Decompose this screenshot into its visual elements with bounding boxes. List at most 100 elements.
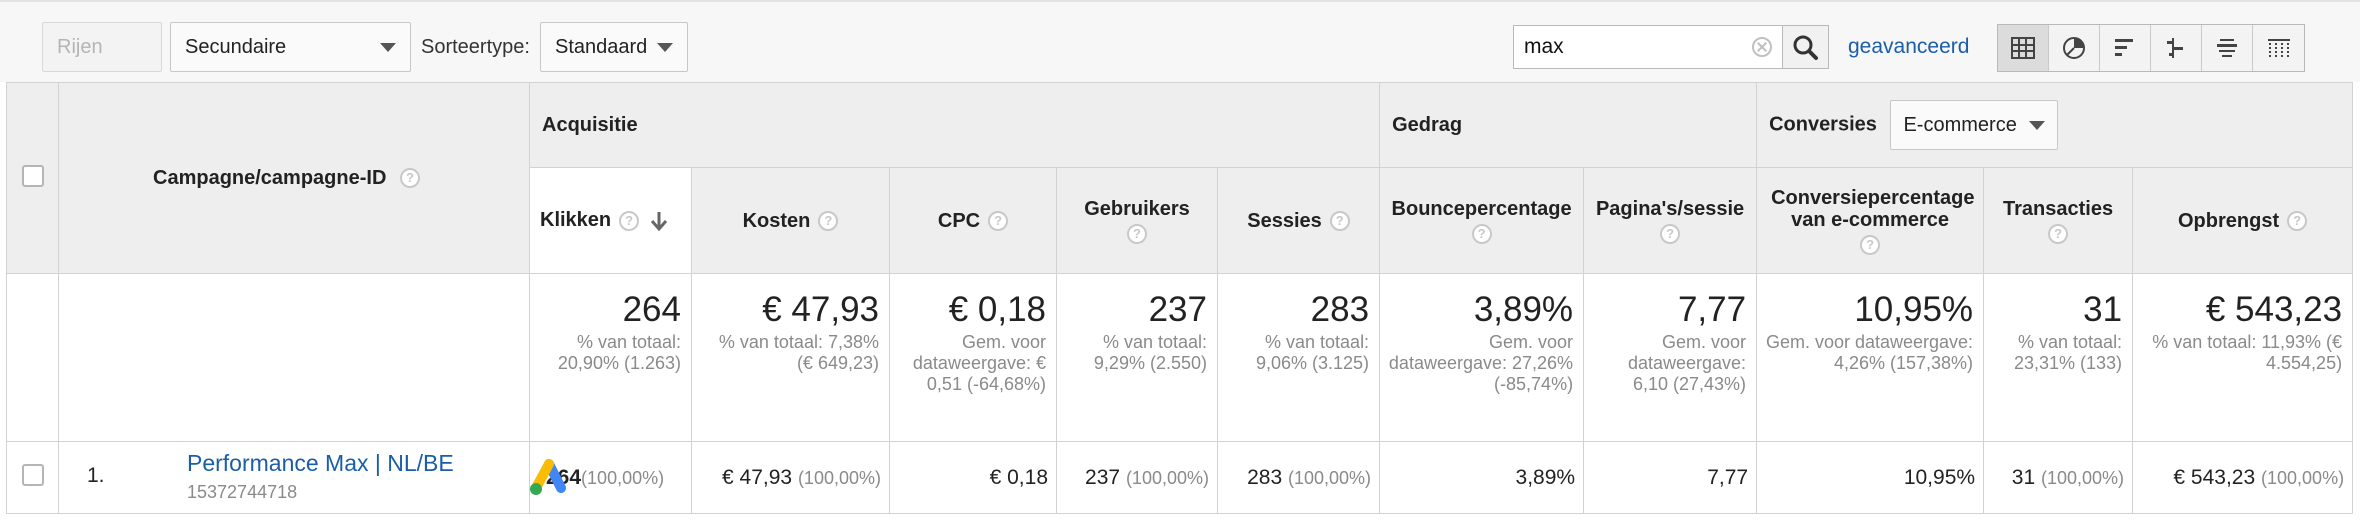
- campaign-cell: 1. Performance Max | NL/BE 15372744718: [58, 441, 566, 514]
- clear-search-icon[interactable]: [1752, 37, 1772, 57]
- total-users: 237% van totaal: 9,29% (2.550): [1056, 273, 1218, 442]
- help-icon[interactable]: ?: [818, 211, 839, 232]
- dimension-header-label: Campagne/campagne-ID: [153, 166, 387, 189]
- performance-view-button[interactable]: [2100, 25, 2151, 71]
- total-users-value: 237: [1148, 290, 1207, 329]
- total-pages-value: 7,77: [1677, 290, 1747, 329]
- row-costs-value: € 47,93: [722, 465, 793, 489]
- sort-descending-icon[interactable]: [649, 210, 669, 232]
- google-ads-icon: [530, 459, 566, 495]
- help-icon[interactable]: ?: [2287, 211, 2308, 232]
- total-users-sub: % van totaal: 9,29% (2.550): [1093, 332, 1207, 373]
- total-transactions-value: 31: [2083, 290, 2123, 329]
- row-transactions-cell: 31 (100,00%): [1983, 441, 2134, 514]
- sessions-column-header[interactable]: Sessies?: [1216, 167, 1381, 274]
- pages-column-header[interactable]: Pagina's/sessie?: [1583, 167, 1758, 274]
- campaign-link[interactable]: Performance Max | NL/BE: [187, 450, 454, 476]
- help-icon[interactable]: ?: [988, 211, 1009, 232]
- users-column-header[interactable]: Gebruikers?: [1056, 167, 1218, 274]
- clicks-column-header[interactable]: Klikken?: [529, 167, 692, 274]
- bounce-header-label: Bouncepercentage: [1391, 197, 1572, 220]
- row-revenue-pct: (100,00%): [2261, 467, 2345, 488]
- row-users-cell: 237 (100,00%): [1056, 441, 1218, 514]
- conversions-group-header: Conversies E-commerce: [1756, 82, 2354, 168]
- help-icon[interactable]: ?: [1471, 223, 1492, 244]
- row-cpc-cell: € 0,18: [889, 441, 1057, 514]
- row-select-cell: [6, 441, 59, 514]
- total-costs-value: € 47,93: [762, 290, 879, 329]
- column-header-row: Klikken? Kosten? CPC? Gebruikers? Sessie…: [7, 167, 2354, 274]
- total-conversion-rate-sub: Gem. voor dataweergave: 4,26% (157,38%): [1765, 332, 1974, 373]
- chevron-down-icon: [2029, 121, 2046, 130]
- revenue-header-label: Opbrengst: [2178, 209, 2280, 232]
- clicks-header-label: Klikken: [540, 209, 612, 232]
- show-rows-button[interactable]: Rijen tonen: [42, 22, 162, 106]
- conversions-group-label: Conversies: [1769, 113, 1877, 136]
- select-all-checkbox[interactable]: [21, 164, 44, 187]
- row-sessions-cell: 283 (100,00%): [1216, 441, 1381, 514]
- total-clicks-sub: % van totaal: 20,90% (1.263): [557, 332, 681, 373]
- help-icon[interactable]: ?: [399, 168, 420, 189]
- help-icon[interactable]: ?: [619, 210, 640, 231]
- total-revenue-sub: % van totaal: 11,93% (€ 4.554,25): [2152, 332, 2343, 373]
- help-icon[interactable]: ?: [1660, 223, 1681, 244]
- row-cpc-value: € 0,18: [989, 465, 1048, 489]
- help-icon[interactable]: ?: [1329, 211, 1350, 232]
- row-bounce-cell: 3,89%: [1379, 441, 1585, 514]
- conversion-type-value: E-commerce: [1903, 114, 2017, 136]
- pivot-view-button[interactable]: [2253, 25, 2304, 71]
- pie-view-button[interactable]: [2049, 25, 2100, 71]
- search-input-value: max: [1524, 35, 1564, 58]
- total-sessions-sub: % van totaal: 9,06% (3.125): [1255, 332, 1370, 373]
- conversion-rate-column-header[interactable]: Conversiepercentage van e-commerce?: [1756, 167, 1985, 274]
- total-transactions-sub: % van totaal: 23,31% (133): [2013, 332, 2123, 373]
- row-sessions-value: 283: [1247, 465, 1283, 489]
- cpc-column-header[interactable]: CPC?: [889, 167, 1057, 274]
- row-conversion-rate-value: 10,95%: [1903, 465, 1976, 489]
- help-icon[interactable]: ?: [1127, 223, 1147, 244]
- chevron-down-icon: [657, 43, 673, 52]
- total-cpc-value: € 0,18: [948, 290, 1046, 329]
- dimension-header[interactable]: Campagne/campagne-ID ?: [58, 82, 530, 274]
- transactions-column-header[interactable]: Transacties?: [1983, 167, 2134, 274]
- conversion-type-dropdown[interactable]: E-commerce: [1890, 100, 2059, 150]
- total-bounce-value: 3,89%: [1473, 290, 1574, 329]
- row-bounce-value: 3,89%: [1515, 465, 1576, 489]
- row-clicks-cell: 264(100,00%): [529, 441, 692, 514]
- term-cloud-view-button[interactable]: [2202, 25, 2253, 71]
- row-users-pct: (100,00%): [1125, 467, 1209, 488]
- revenue-column-header[interactable]: Opbrengst?: [2132, 167, 2354, 274]
- select-all-cell: [6, 82, 59, 274]
- row-sessions-pct: (100,00%): [1288, 467, 1372, 488]
- comparison-view-icon: [2167, 38, 2183, 58]
- table-view-button[interactable]: [1998, 25, 2049, 71]
- totals-empty-cell: [6, 273, 59, 442]
- secondary-dimension-dropdown[interactable]: Secundaire dimensie: [170, 22, 411, 106]
- search-button[interactable]: [1783, 25, 1829, 69]
- row-conversion-rate-cell: 10,95%: [1756, 441, 1985, 514]
- total-costs: € 47,93% van totaal: 7,38% (€ 649,23): [691, 273, 890, 442]
- table-search-input[interactable]: max: [1513, 25, 1783, 69]
- costs-header-label: Kosten: [742, 209, 811, 232]
- acquisition-group-header: Acquisitie: [528, 82, 1381, 168]
- costs-column-header[interactable]: Kosten?: [691, 167, 890, 274]
- total-bounce: 3,89% Gem. voor dataweergave: 27,26% (-85…: [1379, 273, 1585, 442]
- total-clicks-value: 264: [622, 290, 681, 329]
- table-view-icon: [2011, 37, 2035, 59]
- comparison-view-button[interactable]: [2151, 25, 2202, 71]
- group-header-row: Campagne/campagne-ID ? Acquisitie Gedrag…: [6, 82, 2354, 274]
- total-revenue: € 543,23% van totaal: 11,93% (€ 4.554,25…: [2132, 273, 2354, 442]
- advanced-filter-link[interactable]: geavanceerd: [1848, 35, 1970, 58]
- total-pages: 7,77 Gem. voor dataweergave: 6,10 (27,43%…: [1583, 273, 1758, 442]
- pages-header-label: Pagina's/sessie: [1595, 197, 1745, 220]
- view-switcher: [1997, 24, 2305, 72]
- total-pages-sub: Gem. voor dataweergave: 6,10 (27,43%): [1627, 332, 1747, 394]
- bounce-column-header[interactable]: Bouncepercentage?: [1379, 167, 1585, 274]
- help-icon[interactable]: ?: [2048, 223, 2069, 244]
- total-revenue-value: € 543,23: [2205, 290, 2343, 329]
- row-transactions-value: 31: [2011, 465, 2036, 489]
- row-pages-cell: 7,77: [1583, 441, 1758, 514]
- help-icon[interactable]: ?: [1860, 234, 1881, 255]
- sort-type-dropdown[interactable]: Standaard: [540, 22, 688, 72]
- row-checkbox[interactable]: [21, 464, 44, 486]
